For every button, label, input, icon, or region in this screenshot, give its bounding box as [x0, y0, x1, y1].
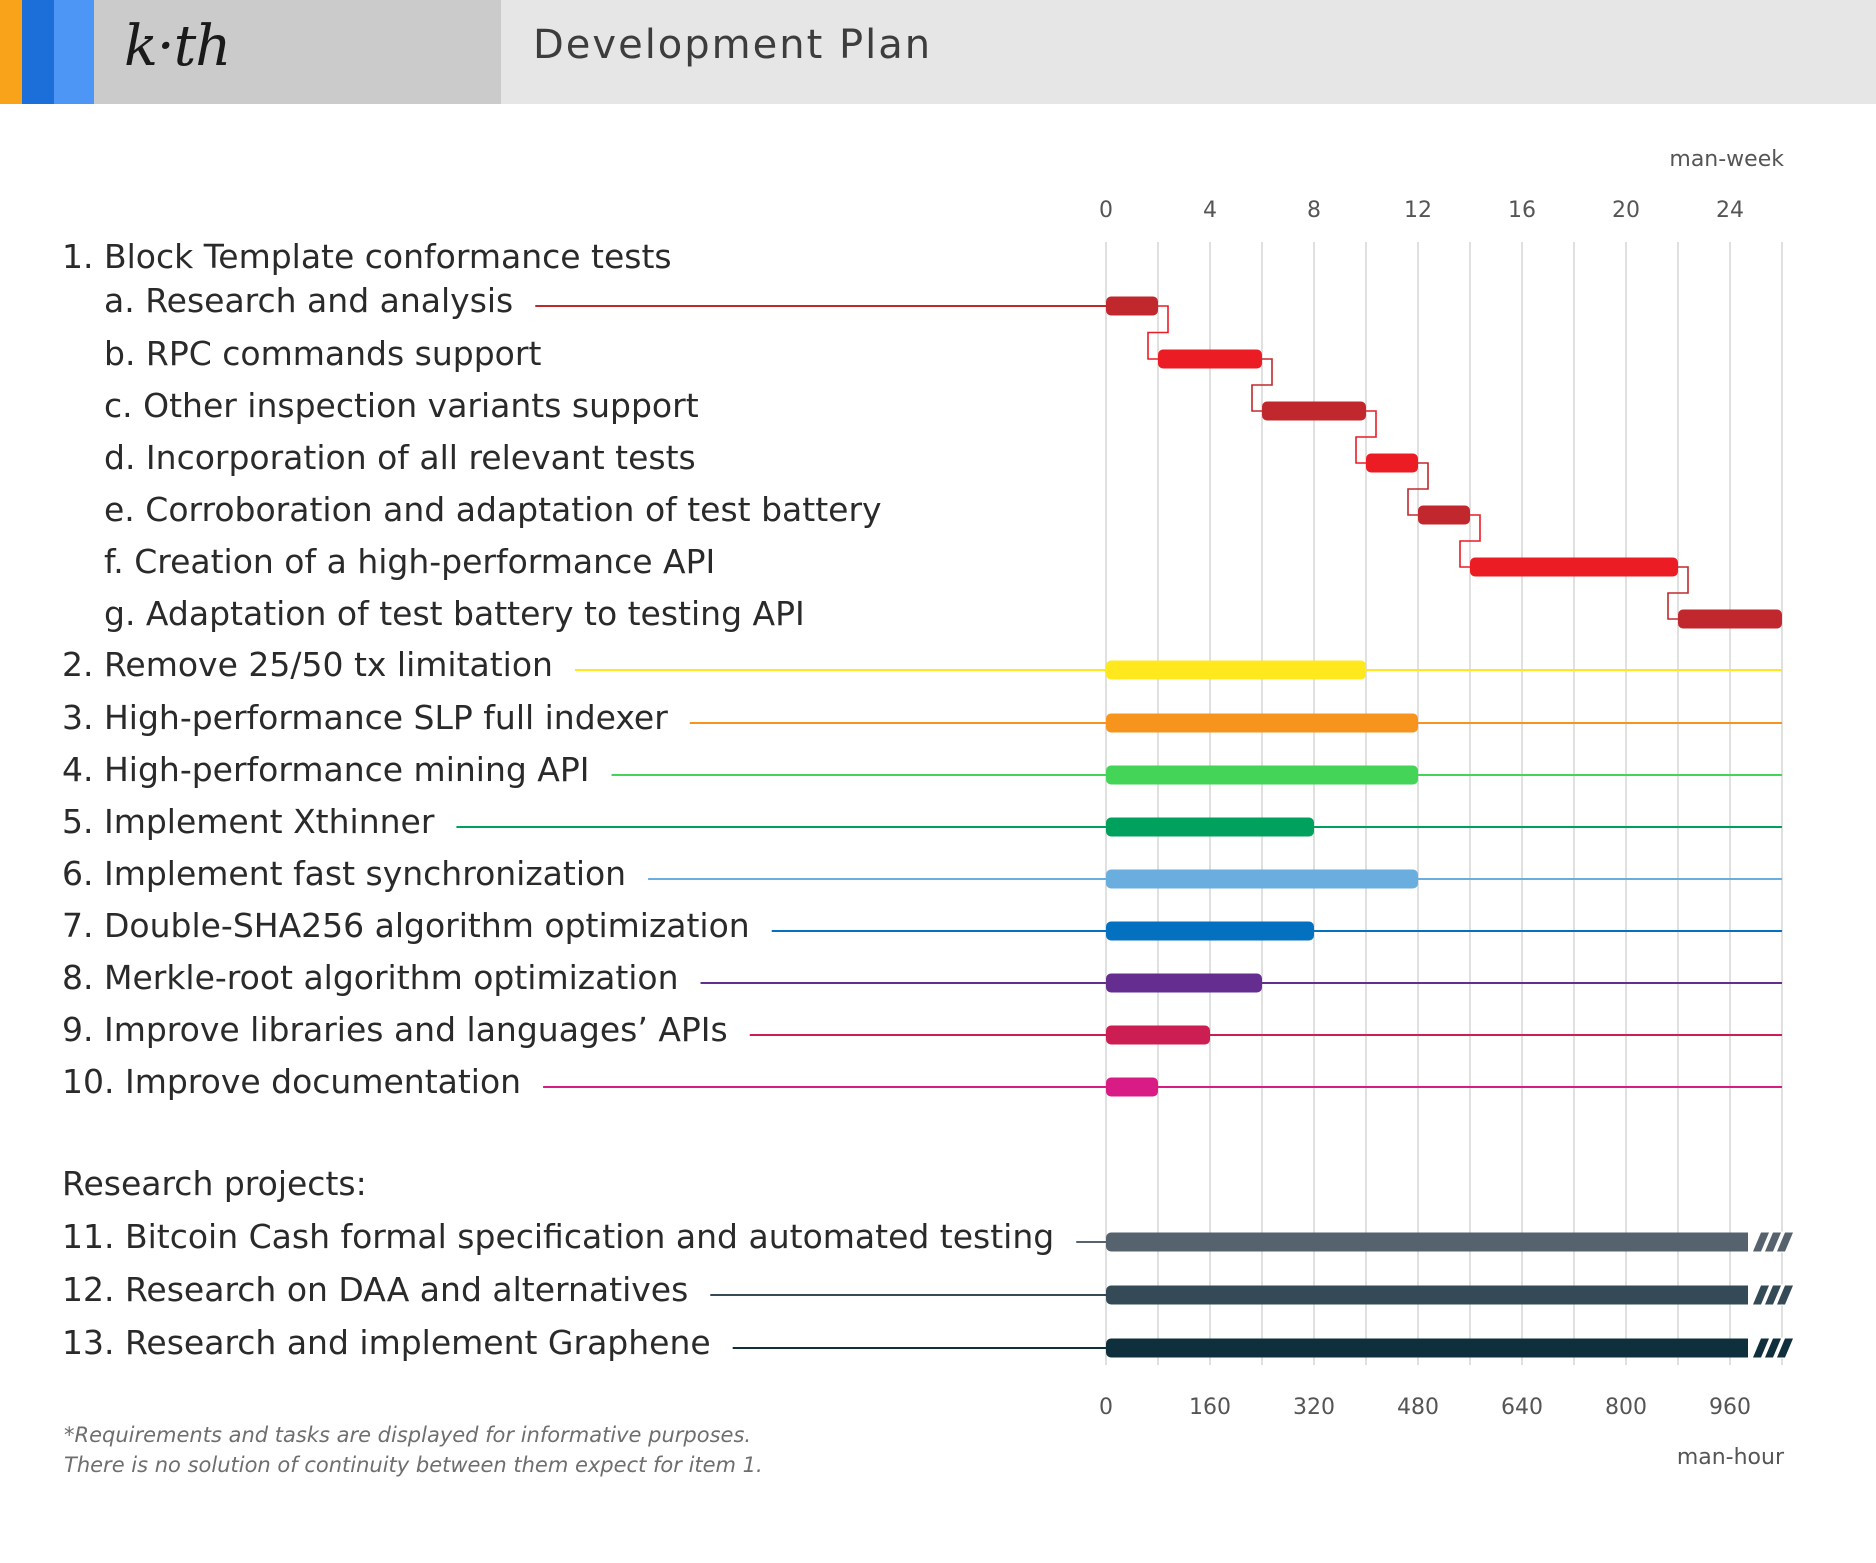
task-label: 8. Merkle-root algorithm optimization [62, 958, 679, 997]
task-label: b. RPC commands support [104, 334, 541, 373]
task-bar [1106, 869, 1418, 889]
task-label: 12. Research on DAA and alternatives [62, 1270, 688, 1309]
task-label: f. Creation of a high-performance API [104, 542, 715, 581]
sequence-connector [1407, 462, 1429, 516]
task-label: d. Incorporation of all relevant tests [104, 438, 696, 477]
bottom-axis-tick-label: 640 [1501, 1395, 1543, 1420]
task-label: 7. Double-SHA256 algorithm optimization [62, 906, 750, 945]
top-axis-title: man-week [1669, 147, 1784, 172]
task-label: 9. Improve libraries and languages’ APIs [62, 1010, 728, 1049]
task-label: e. Corroboration and adaptation of test … [104, 490, 882, 529]
sequence-connector [1251, 358, 1273, 412]
task-label: 2. Remove 25/50 tx limitation [62, 645, 553, 684]
task-label: 5. Implement Xthinner [62, 802, 435, 841]
top-axis-tick-label: 0 [1099, 198, 1113, 223]
header-stripe-orange [0, 0, 22, 104]
bottom-axis-tick-label: 0 [1099, 1395, 1113, 1420]
task-bar [1106, 921, 1314, 941]
task-label: g. Adaptation of test battery to testing… [104, 594, 805, 633]
task-label: 10. Improve documentation [62, 1062, 521, 1101]
bottom-axis-tick-label: 160 [1189, 1395, 1231, 1420]
top-axis-tick-label: 4 [1203, 198, 1217, 223]
open-end-slash [1777, 1338, 1793, 1358]
task-label: 13. Research and implement Graphene [62, 1323, 711, 1362]
top-axis-tick-label: 24 [1716, 198, 1744, 223]
task-bar [1106, 817, 1314, 837]
bottom-axis-tick-label: 800 [1605, 1395, 1647, 1420]
task-label: c. Other inspection variants support [104, 386, 699, 425]
task-bar [1262, 401, 1366, 421]
logo-panel: k·th [94, 0, 501, 104]
footnote-line: *Requirements and tasks are displayed fo… [64, 1423, 752, 1447]
open-end-slash [1753, 1285, 1769, 1305]
task-bar [1158, 349, 1262, 369]
task-bar [1106, 713, 1418, 733]
task-bar [1678, 609, 1782, 629]
task-bar [1366, 453, 1418, 473]
task-bar [1106, 973, 1262, 993]
task-bar [1106, 1025, 1210, 1045]
open-end-slash [1765, 1232, 1781, 1252]
top-axis-tick-label: 16 [1508, 198, 1536, 223]
task-label: a. Research and analysis [104, 281, 513, 320]
header-bar: k·th Development Plan [0, 0, 1876, 104]
task-label: 6. Implement fast synchronization [62, 854, 626, 893]
open-end-slash [1777, 1285, 1793, 1305]
sequence-connector [1459, 514, 1481, 568]
task-label: 1. Block Template conformance tests [62, 237, 672, 276]
header-stripe-lightblue [54, 0, 94, 104]
footnote: *Requirements and tasks are displayed fo… [64, 1420, 763, 1480]
open-end-slash [1777, 1232, 1793, 1252]
task-label: 11. Bitcoin Cash formal specification an… [62, 1217, 1054, 1256]
task-label: 3. High-performance SLP full indexer [62, 698, 668, 737]
task-bar [1470, 557, 1678, 577]
sequence-connector [1667, 566, 1689, 620]
bottom-axis-title: man-hour [1677, 1445, 1785, 1470]
task-label: Research projects: [62, 1164, 367, 1203]
task-bar [1106, 660, 1366, 680]
footnote-line: There is no solution of continuity betwe… [64, 1453, 763, 1477]
task-label: 4. High-performance mining API [62, 750, 590, 789]
task-bar [1106, 1338, 1782, 1358]
header-stripe-blue [22, 0, 54, 104]
bottom-axis-tick-label: 960 [1709, 1395, 1751, 1420]
task-bar [1106, 1077, 1158, 1097]
open-end-slash [1753, 1232, 1769, 1252]
task-bar [1106, 1285, 1782, 1305]
task-bar [1418, 505, 1470, 525]
sequence-connector [1355, 410, 1377, 464]
open-end-slash [1753, 1338, 1769, 1358]
task-bar [1106, 765, 1418, 785]
open-end-slash [1765, 1338, 1781, 1358]
top-axis-tick-label: 20 [1612, 198, 1640, 223]
task-bar [1106, 296, 1158, 316]
bottom-axis-tick-label: 320 [1293, 1395, 1335, 1420]
open-end-slash [1765, 1285, 1781, 1305]
kth-logo: k·th [124, 14, 231, 79]
top-axis-tick-label: 8 [1307, 198, 1321, 223]
bottom-axis-tick-label: 480 [1397, 1395, 1439, 1420]
task-bar [1106, 1232, 1782, 1252]
top-axis-tick-label: 12 [1404, 198, 1432, 223]
page-title: Development Plan [533, 22, 933, 68]
sequence-connector [1147, 305, 1169, 360]
